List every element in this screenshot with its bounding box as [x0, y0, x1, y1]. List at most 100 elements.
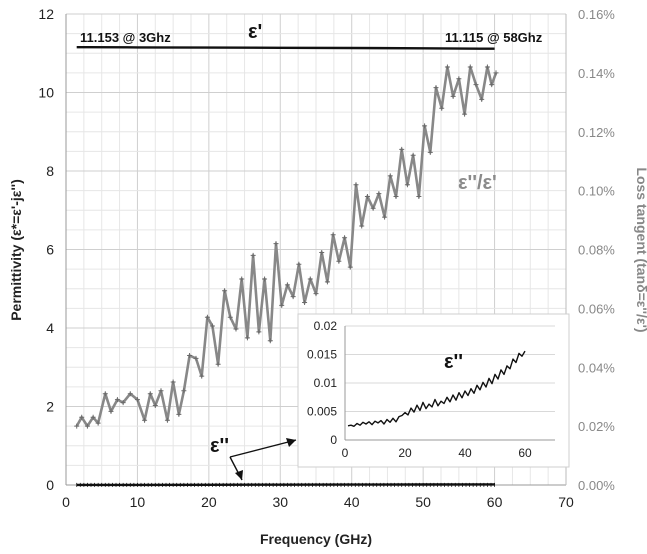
inset-eps-imag-line [347, 350, 526, 427]
x-tick-label: 50 [415, 494, 431, 510]
loss-tangent-point [404, 182, 410, 188]
loss-tangent-point [102, 391, 108, 397]
loss-tangent-point [147, 391, 153, 397]
loss-tangent-point [74, 423, 80, 429]
loss-tangent-point [370, 205, 376, 211]
y-right-tick-label: 0.14% [578, 66, 615, 81]
loss-tangent-point [439, 105, 445, 111]
eps-real-line [76, 46, 495, 50]
loss-tangent-point [127, 391, 133, 397]
y-right-tick-label: 0.08% [578, 243, 615, 258]
loss-tangent-point [336, 258, 342, 264]
loss-tangent-point [284, 282, 290, 288]
inset-eps-imag-label: ε'' [444, 351, 463, 373]
plot-axes: 0 10 20 30 40 50 60 70 0 2 4 6 8 10 12 0.00% 0.02% 0.04% 0… [38, 6, 615, 510]
loss-tangent-point [324, 279, 330, 285]
loss-tangent-point [204, 314, 210, 320]
arrowhead-axis [235, 470, 243, 480]
loss-tangent-point [279, 302, 285, 308]
loss-tangent-point [422, 123, 428, 129]
inset-eps-imag-series [347, 350, 526, 427]
inset-frame [297, 313, 570, 468]
inset-axes: 0 20 40 60 0 0.005 0.01 0.015 0.02 [307, 319, 555, 460]
loss-tangent-point [456, 76, 462, 82]
loss-tangent-point [450, 93, 456, 99]
loss-tangent-point [273, 241, 279, 247]
loss-tangent-point [342, 235, 348, 241]
inset-x-tick-label: 20 [398, 446, 412, 460]
x-axis-label: Frequency (GHz) [260, 531, 372, 547]
loss-tangent-point [193, 355, 199, 361]
loss-tangent-line [75, 65, 498, 428]
y-left-tick-label: 0 [46, 477, 54, 493]
loss-tangent-label: ε''/ε' [458, 172, 497, 194]
loss-tangent-point [239, 276, 245, 282]
loss-tangent-point [199, 373, 205, 379]
loss-tangent-point [187, 352, 193, 358]
x-tick-label: 20 [201, 494, 217, 510]
loss-tangent-point [120, 400, 126, 406]
loss-tangent-point [410, 152, 416, 158]
loss-tangent-point [244, 335, 250, 341]
loss-tangent-point [290, 294, 296, 300]
loss-tangent-point [484, 64, 490, 70]
loss-tangent-point [387, 173, 393, 179]
loss-tangent-point [158, 388, 164, 394]
loss-tangent-point [399, 146, 405, 152]
y-axis-left-label: Permittivity (ε*=ε'-jε'') [8, 179, 24, 321]
loss-tangent-point [90, 414, 96, 420]
inset-y-tick-label: 0.015 [307, 348, 337, 362]
loss-tangent-point [444, 64, 450, 70]
x-tick-label: 10 [130, 494, 146, 510]
loss-tangent-point [393, 194, 399, 200]
loss-tangent-point [382, 214, 388, 220]
x-tick-label: 0 [62, 494, 70, 510]
loss-tangent-point [181, 388, 187, 394]
x-tick-label: 40 [344, 494, 360, 510]
loss-tangent-point [307, 276, 313, 282]
loss-tangent-point [84, 423, 90, 429]
eps-real-label: ε' [248, 21, 262, 43]
end-value-label: 11.115 @ 58Ghz [445, 30, 543, 45]
arrow-to-inset [229, 439, 297, 458]
loss-tangent-point [330, 232, 336, 238]
loss-tangent-point [227, 314, 233, 320]
loss-tangent-point [164, 417, 170, 423]
loss-tangent-point [209, 323, 215, 329]
inset-y-tick-label: 0 [330, 433, 337, 447]
y-right-tick-label: 0.02% [578, 419, 615, 434]
loss-tangent-point [302, 299, 308, 305]
y-left-tick-label: 6 [46, 242, 54, 258]
x-tick-label: 30 [272, 494, 288, 510]
x-tick-label: 60 [487, 494, 503, 510]
loss-tangent-point [347, 264, 353, 270]
y-right-tick-label: 0.10% [578, 184, 615, 199]
eps-imag-arrows [229, 438, 297, 481]
eps-imag-series [76, 482, 495, 487]
loss-tangent-point [364, 194, 370, 200]
loss-tangent-point [250, 252, 256, 258]
loss-tangent-point [433, 85, 439, 91]
inset-y-tick-label: 0.01 [314, 376, 338, 390]
loss-tangent-point [108, 408, 114, 414]
loss-tangent-point [427, 149, 433, 155]
inset-x-tick-label: 40 [458, 446, 472, 460]
y-left-tick-label: 12 [38, 6, 54, 22]
inset-y-tick-label: 0.02 [314, 319, 338, 333]
loss-tangent-point [170, 379, 176, 385]
y-right-tick-label: 0.00% [578, 478, 615, 493]
inset-x-tick-label: 60 [518, 446, 532, 460]
eps-imag-line [76, 483, 495, 487]
loss-tangent-point [215, 361, 221, 367]
y-left-tick-label: 10 [38, 85, 54, 101]
y-left-tick-label: 8 [46, 163, 54, 179]
loss-tangent-point [493, 70, 499, 76]
loss-tangent-point [262, 276, 268, 282]
loss-tangent-point [233, 326, 239, 332]
loss-tangent-point [134, 397, 140, 403]
loss-tangent-point [353, 182, 359, 188]
y-right-tick-label: 0.04% [578, 360, 615, 375]
loss-tangent-point [467, 64, 473, 70]
loss-tangent-point [222, 288, 228, 294]
